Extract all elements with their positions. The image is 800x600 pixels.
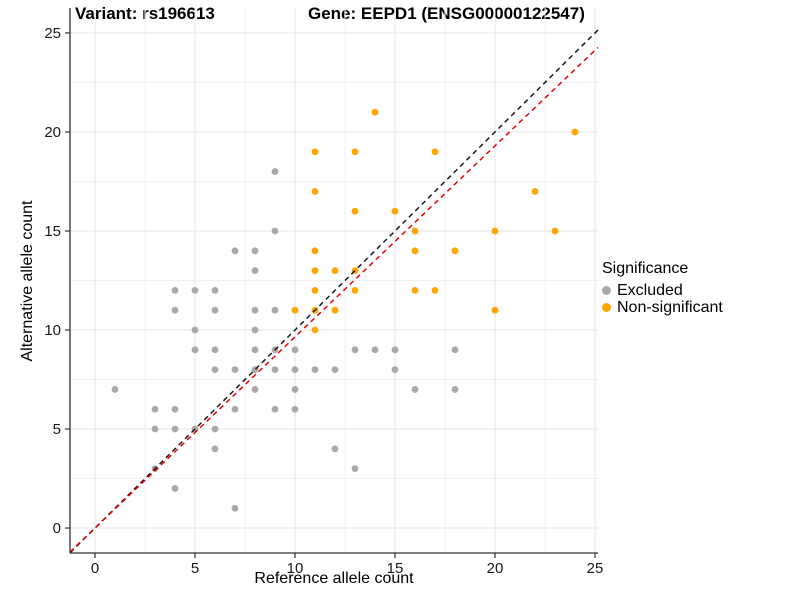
data-point-excluded: [251, 326, 259, 334]
data-point-excluded: [451, 386, 459, 393]
data-point-non-significant: [311, 287, 319, 294]
data-point-excluded: [171, 425, 179, 433]
data-point-excluded: [231, 504, 239, 512]
data-point-excluded: [451, 346, 459, 354]
data-point-excluded: [231, 405, 239, 413]
data-point-excluded: [151, 405, 159, 413]
data-point-non-significant: [431, 148, 439, 156]
data-point-non-significant: [531, 187, 539, 195]
data-point-excluded: [191, 326, 199, 334]
data-point-non-significant: [351, 287, 359, 294]
data-point-excluded: [251, 306, 259, 314]
data-point-excluded: [271, 306, 279, 314]
data-point-non-significant: [331, 306, 339, 314]
y-tick-label: 15: [44, 223, 61, 240]
legend-item-excluded: Excluded: [602, 282, 723, 299]
data-point-excluded: [191, 346, 199, 354]
y-tick-label: 25: [44, 25, 61, 42]
data-point-excluded: [331, 445, 339, 453]
data-point-non-significant: [311, 267, 319, 274]
legend-item-non-significant: Non-significant: [602, 299, 723, 316]
data-point-excluded: [291, 366, 299, 374]
data-point-excluded: [251, 247, 259, 255]
data-point-excluded: [271, 168, 279, 175]
data-point-non-significant: [451, 247, 459, 255]
x-tick-label: 0: [91, 560, 99, 577]
data-point-non-significant: [351, 207, 359, 215]
x-tick-label: 10: [287, 560, 304, 577]
y-tick-label: 20: [44, 124, 61, 141]
data-point-excluded: [111, 386, 119, 393]
data-point-excluded: [191, 287, 199, 294]
data-point-non-significant: [311, 326, 319, 334]
data-point-non-significant: [491, 227, 499, 235]
x-tick-label: 5: [191, 560, 199, 577]
data-point-non-significant: [411, 287, 419, 294]
identity-line: [69, 29, 599, 554]
data-point-excluded: [271, 227, 279, 235]
data-point-excluded: [271, 405, 279, 413]
data-point-non-significant: [391, 207, 399, 215]
data-point-excluded: [211, 306, 219, 314]
data-point-excluded: [291, 386, 299, 393]
y-tick-label: 10: [44, 322, 61, 339]
legend-item-label: Excluded: [617, 281, 683, 299]
data-point-excluded: [391, 366, 399, 374]
data-point-excluded: [251, 346, 259, 354]
data-point-excluded: [371, 346, 379, 354]
data-point-excluded: [291, 405, 299, 413]
data-point-excluded: [251, 386, 259, 393]
x-tick-label: 25: [587, 560, 604, 577]
data-point-excluded: [291, 346, 299, 354]
legend-title: Significance: [602, 260, 689, 277]
legend: Significance Excluded Non-significant: [602, 260, 723, 316]
y-tick-label: 0: [53, 520, 61, 537]
x-tick-label: 20: [487, 560, 504, 577]
data-point-non-significant: [311, 148, 319, 156]
data-point-excluded: [311, 366, 319, 374]
data-point-non-significant: [571, 128, 579, 136]
y-tick-label: 5: [53, 421, 61, 438]
data-point-non-significant: [431, 287, 439, 294]
data-point-excluded: [391, 346, 399, 354]
data-point-non-significant: [331, 267, 339, 274]
data-point-non-significant: [411, 247, 419, 255]
x-axis-title: Reference allele count: [254, 570, 414, 587]
data-point-non-significant: [491, 306, 499, 314]
data-point-excluded: [331, 366, 339, 374]
data-point-excluded: [231, 247, 239, 255]
non-significant-dot-icon: [602, 303, 611, 312]
data-point-excluded: [151, 425, 159, 433]
y-axis-title: Alternative allele count: [19, 200, 36, 362]
data-point-excluded: [411, 386, 419, 393]
data-point-excluded: [271, 366, 279, 374]
x-tick-label: 15: [387, 560, 404, 577]
data-point-non-significant: [291, 306, 299, 314]
data-point-excluded: [211, 445, 219, 453]
data-point-non-significant: [311, 187, 319, 195]
data-point-excluded: [171, 405, 179, 413]
data-point-excluded: [251, 267, 259, 274]
data-point-non-significant: [371, 108, 379, 116]
data-point-excluded: [171, 287, 179, 294]
data-point-excluded: [211, 287, 219, 294]
data-point-excluded: [171, 485, 179, 492]
trend-line: [69, 46, 599, 553]
data-point-excluded: [211, 425, 219, 433]
legend-item-label: Non-significant: [617, 298, 723, 316]
data-point-non-significant: [311, 247, 319, 255]
data-point-non-significant: [411, 227, 419, 235]
data-point-excluded: [211, 346, 219, 354]
plot-title-gene: Gene: EEPD1 (ENSG00000122547): [308, 4, 585, 23]
data-point-excluded: [351, 465, 359, 473]
data-point-excluded: [231, 366, 239, 374]
data-point-excluded: [171, 306, 179, 314]
data-point-excluded: [211, 366, 219, 374]
data-point-non-significant: [351, 148, 359, 156]
excluded-dot-icon: [602, 286, 611, 295]
data-point-excluded: [351, 346, 359, 354]
data-point-non-significant: [551, 227, 559, 235]
